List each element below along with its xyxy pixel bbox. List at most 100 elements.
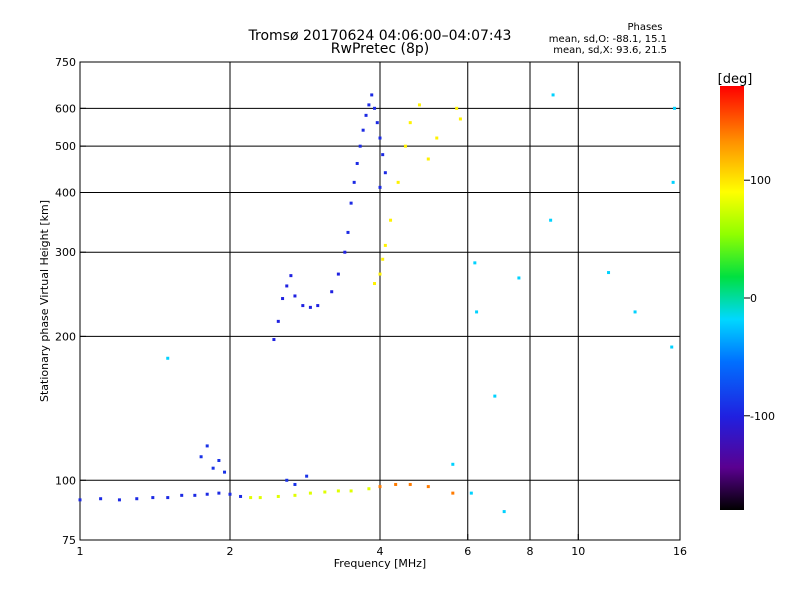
colorbar-tick-label: -100 [750, 410, 775, 423]
chart-subtitle: RwPretec (8p) [331, 41, 429, 57]
data-point [99, 497, 103, 501]
data-point [378, 272, 382, 276]
data-point [355, 161, 359, 165]
data-point [367, 103, 371, 107]
x-tick-label: 10 [571, 545, 585, 558]
data-point [117, 498, 121, 502]
colorbar [720, 86, 744, 510]
x-tick-label: 1 [77, 545, 84, 558]
data-point [308, 305, 312, 309]
data-point [378, 185, 382, 189]
data-point [336, 489, 340, 493]
data-point [166, 496, 170, 500]
data-point [381, 153, 385, 157]
data-point [135, 497, 139, 501]
data-point [349, 201, 353, 205]
data-point [249, 496, 253, 500]
data-point [671, 180, 675, 184]
chart-title: Tromsø 20170624 04:06:00–04:07:43 [248, 28, 512, 44]
data-point [205, 492, 209, 496]
y-tick-label: 200 [55, 330, 76, 343]
data-point [383, 243, 387, 247]
data-point [276, 494, 280, 498]
data-point [285, 478, 289, 482]
data-point [417, 103, 421, 107]
data-point [352, 180, 356, 184]
colorbar-label: [deg] [718, 72, 753, 87]
data-point [469, 491, 473, 495]
y-tick-label: 400 [55, 186, 76, 199]
data-point [78, 498, 82, 502]
data-point [289, 274, 293, 278]
data-point [343, 250, 347, 254]
x-tick-label: 4 [377, 545, 384, 558]
data-point [217, 491, 221, 495]
legend-line-x: mean, sd,X: 93.6, 21.5 [553, 45, 667, 56]
data-point [166, 356, 170, 360]
data-point [180, 493, 184, 497]
data-point [323, 490, 327, 494]
data-point [493, 394, 497, 398]
legend-line-o: mean, sd,O: -88.1, 15.1 [549, 34, 667, 45]
colorbar-tick-label: 0 [750, 292, 757, 305]
y-tick-label: 500 [55, 140, 76, 153]
data-point [199, 455, 203, 459]
data-point [258, 496, 262, 500]
data-point [551, 93, 555, 97]
y-axis-label: Stationary phase Virtual Height [km] [38, 200, 51, 402]
x-tick-label: 8 [527, 545, 534, 558]
data-point [228, 492, 232, 496]
y-tick-label: 750 [55, 56, 76, 69]
data-point [378, 485, 382, 489]
axis-ticks: 1 2 4 6 8 10 16 75 100 200 300 400 500 600 750 [55, 56, 687, 558]
data-point [308, 491, 312, 495]
data-point [455, 106, 459, 110]
x-tick-label: 2 [227, 545, 234, 558]
data-point [396, 180, 400, 184]
colorbar-ticks: 100 0 -100 [744, 174, 775, 423]
data-point [285, 284, 289, 288]
data-point [336, 272, 340, 276]
data-point [316, 304, 320, 308]
data-point [293, 294, 297, 298]
data-point [205, 444, 209, 448]
data-point [549, 218, 553, 222]
y-tick-label: 75 [62, 534, 76, 547]
data-point [361, 128, 365, 132]
data-point [673, 106, 677, 110]
data-point [383, 171, 387, 175]
data-point [451, 491, 455, 495]
data-point [330, 290, 334, 294]
y-tick-label: 600 [55, 102, 76, 115]
data-point [370, 93, 374, 97]
data-point [435, 136, 439, 140]
data-point [305, 474, 309, 478]
x-tick-label: 16 [673, 545, 687, 558]
data-point [475, 310, 479, 314]
data-points [78, 93, 677, 514]
data-point [670, 345, 674, 349]
data-point [193, 493, 197, 497]
data-point [217, 458, 221, 462]
data-point [408, 121, 412, 125]
data-point [301, 304, 305, 308]
data-point [458, 117, 462, 121]
data-point [211, 466, 215, 470]
data-point [378, 136, 382, 140]
data-point [276, 319, 280, 323]
data-point [239, 494, 243, 498]
data-point [408, 482, 412, 486]
data-point [517, 276, 521, 280]
data-point [426, 157, 430, 161]
x-tick-label: 6 [464, 545, 471, 558]
data-point [375, 121, 379, 125]
x-axis-label: Frequency [MHz] [334, 557, 426, 570]
data-point [373, 282, 377, 286]
data-point [373, 106, 377, 110]
y-tick-label: 100 [55, 474, 76, 487]
data-point [223, 470, 227, 474]
data-point [367, 487, 371, 491]
data-point [349, 489, 353, 493]
data-point [394, 482, 398, 486]
